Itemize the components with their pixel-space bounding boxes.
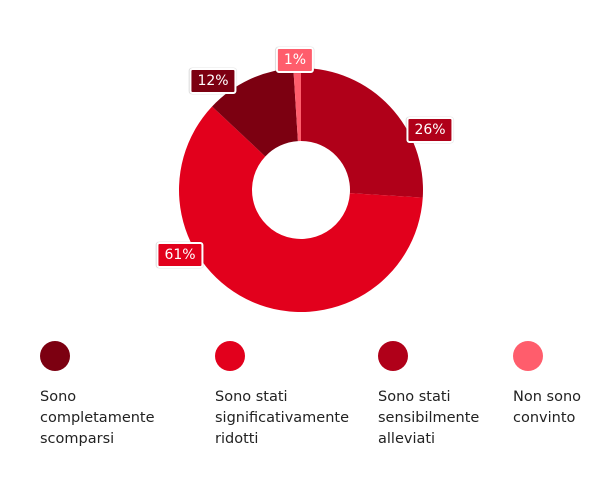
legend-item[interactable]: Sono completamente scomparsi <box>40 341 180 450</box>
legend-swatch <box>378 341 408 371</box>
data-label: 61% <box>156 242 204 268</box>
legend-swatch <box>215 341 245 371</box>
legend-label: Sono stati sensibilmente alleviati <box>378 389 480 447</box>
legend-item[interactable]: Sono stati sensibilmente alleviati <box>378 341 518 450</box>
legend-item[interactable]: Non sono convinto <box>513 341 616 429</box>
legend-swatch <box>513 341 543 371</box>
data-label: 26% <box>406 117 454 143</box>
legend-swatch <box>40 341 70 371</box>
legend-label: Sono stati significativamente ridotti <box>215 389 350 447</box>
data-label: 1% <box>275 47 315 73</box>
legend-label: Non sono convinto <box>513 389 582 426</box>
legend-item[interactable]: Sono stati significativamente ridotti <box>215 341 355 450</box>
legend-label: Sono completamente scomparsi <box>40 389 155 447</box>
donut-slice[interactable] <box>301 68 423 198</box>
donut-slice[interactable] <box>293 68 301 142</box>
donut-slice[interactable] <box>178 106 423 312</box>
data-label: 12% <box>189 68 237 94</box>
